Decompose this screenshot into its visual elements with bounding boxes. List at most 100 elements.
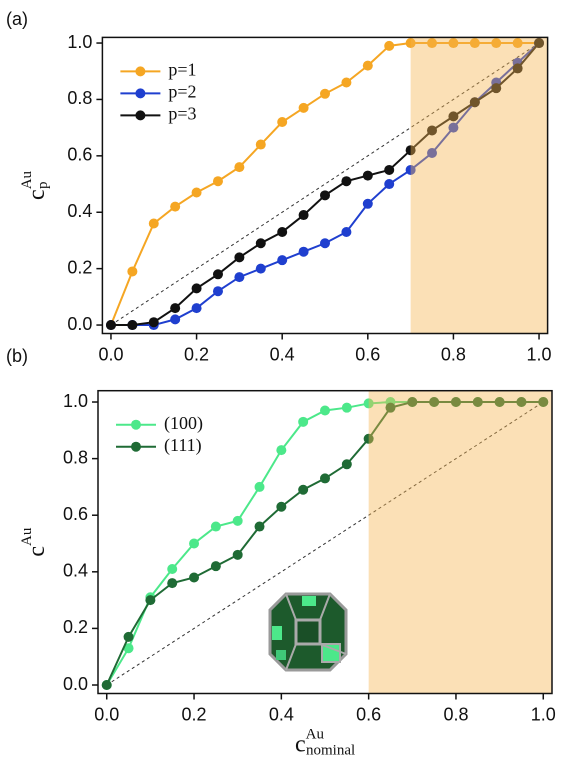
data-point bbox=[254, 481, 265, 492]
data-point bbox=[232, 549, 243, 560]
y-tick-label: 0.6 bbox=[63, 504, 88, 524]
data-point bbox=[429, 397, 440, 408]
panel-label: (a) bbox=[6, 9, 28, 29]
data-point bbox=[448, 38, 459, 49]
data-point bbox=[148, 218, 159, 229]
legend-marker bbox=[135, 88, 146, 99]
legend-label: p=3 bbox=[168, 104, 196, 124]
x-axis-label: cAu nominal bbox=[295, 727, 355, 759]
legend-label: p=2 bbox=[168, 82, 196, 102]
data-point bbox=[469, 97, 480, 108]
data-point bbox=[384, 40, 395, 51]
data-point bbox=[127, 266, 138, 277]
legend-marker bbox=[135, 110, 146, 121]
data-point bbox=[167, 578, 178, 589]
data-point bbox=[512, 63, 523, 74]
data-point bbox=[491, 38, 502, 49]
data-point bbox=[276, 445, 287, 456]
x-tick-label: 0.0 bbox=[94, 704, 119, 724]
nanoparticle-inset bbox=[268, 592, 348, 672]
data-point bbox=[210, 561, 221, 572]
y-axis-label-base: c bbox=[24, 189, 50, 200]
data-point bbox=[363, 398, 374, 409]
data-point bbox=[170, 314, 181, 325]
data-point bbox=[101, 680, 112, 691]
data-point bbox=[363, 433, 374, 444]
data-point bbox=[189, 538, 200, 549]
plot-frame bbox=[101, 36, 549, 335]
data-point bbox=[320, 190, 330, 201]
x-axis-label-sub: nominal bbox=[306, 743, 355, 759]
data-point bbox=[362, 198, 373, 209]
x-tick-label: 1.0 bbox=[531, 704, 556, 724]
x-tick-label: 0.0 bbox=[98, 344, 123, 364]
data-point bbox=[212, 176, 223, 187]
y-axis-label-sup: Au bbox=[19, 527, 35, 546]
data-point bbox=[167, 563, 178, 574]
y-tick-label: 0.6 bbox=[67, 145, 92, 165]
data-point bbox=[234, 252, 245, 263]
data-point bbox=[320, 238, 330, 249]
data-point bbox=[427, 125, 438, 136]
data-point bbox=[277, 226, 288, 237]
x-tick-label: 0.4 bbox=[269, 704, 294, 724]
data-point bbox=[255, 263, 266, 274]
data-point bbox=[234, 162, 245, 173]
data-point bbox=[255, 238, 266, 249]
data-point bbox=[362, 60, 373, 71]
x-tick-label: 0.8 bbox=[441, 344, 466, 364]
x-axis-label-sup: Au bbox=[306, 727, 325, 743]
y-axis-label: cAup bbox=[19, 170, 51, 199]
data-point bbox=[148, 317, 159, 328]
data-point bbox=[384, 179, 395, 190]
data-point bbox=[448, 122, 459, 133]
data-point bbox=[427, 148, 438, 159]
y-tick-label: 0.4 bbox=[63, 561, 88, 581]
shaded-region bbox=[410, 37, 548, 334]
plot-frame bbox=[97, 389, 553, 695]
data-point bbox=[341, 459, 352, 470]
data-point bbox=[123, 643, 134, 654]
data-point bbox=[407, 397, 418, 408]
data-point bbox=[255, 139, 266, 150]
data-point bbox=[320, 88, 330, 99]
data-point bbox=[448, 111, 459, 122]
data-point bbox=[191, 187, 202, 198]
data-point bbox=[277, 117, 288, 127]
data-point bbox=[191, 283, 202, 294]
legend-label: (111) bbox=[164, 435, 202, 456]
legend-label: (100) bbox=[164, 413, 203, 434]
data-point bbox=[254, 521, 265, 532]
y-tick-label: 0.2 bbox=[63, 617, 88, 637]
data-point bbox=[320, 405, 330, 416]
data-point bbox=[210, 521, 221, 532]
data-point bbox=[534, 38, 545, 49]
data-point bbox=[232, 515, 243, 526]
x-axis-label-base: c bbox=[295, 731, 306, 757]
data-point bbox=[320, 473, 330, 484]
x-tick-label: 0.2 bbox=[182, 704, 207, 724]
y-tick-label: 1.0 bbox=[63, 391, 88, 411]
data-point bbox=[276, 501, 287, 512]
y-tick-label: 0.8 bbox=[63, 447, 88, 467]
y-axis-label: cAu bbox=[19, 527, 49, 556]
data-point bbox=[234, 272, 245, 283]
legend-marker bbox=[131, 441, 141, 452]
data-point bbox=[341, 77, 352, 88]
data-point bbox=[538, 397, 549, 408]
data-point bbox=[341, 402, 352, 413]
legend-marker bbox=[131, 419, 141, 430]
x-tick-label: 0.4 bbox=[270, 344, 295, 364]
data-point bbox=[212, 269, 223, 280]
x-tick-label: 0.6 bbox=[355, 344, 380, 364]
data-point bbox=[127, 320, 138, 331]
y-tick-label: 0.0 bbox=[63, 674, 88, 694]
legend-label: p=1 bbox=[168, 60, 196, 80]
data-point bbox=[450, 397, 461, 408]
data-point bbox=[384, 164, 395, 175]
data-point bbox=[212, 286, 223, 297]
legend-marker bbox=[135, 66, 146, 77]
y-axis-label-sub: p bbox=[35, 181, 51, 189]
data-point bbox=[145, 595, 156, 606]
